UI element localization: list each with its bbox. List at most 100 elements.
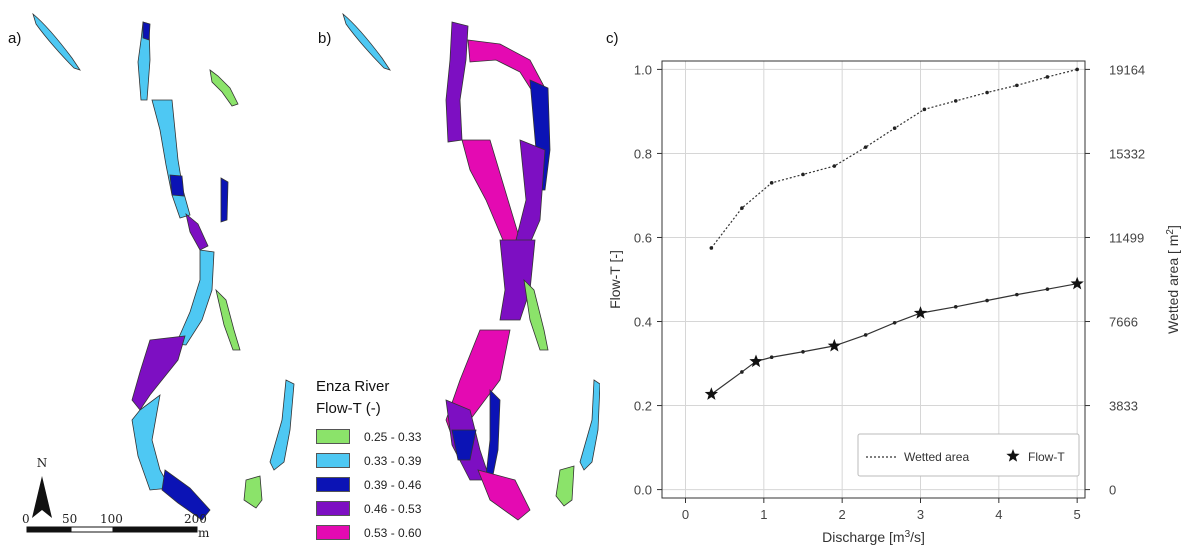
- data-point: [1015, 83, 1019, 88]
- y-axis-left-label: Flow-T [-]: [607, 250, 623, 309]
- legend-label: 0.39 - 0.46: [364, 477, 422, 492]
- flow-t-chart: 0 1 2 3 4 5 0.0 0 0.2 3833 0.4 7666 0.6 11499 0.8 15332…: [607, 60, 1182, 546]
- y2-tick-label: 11499: [1109, 230, 1144, 245]
- y2-tick-label: 19164: [1109, 62, 1145, 77]
- scale-label-50: 50: [62, 512, 78, 526]
- data-point: [863, 145, 868, 149]
- legend-title-line1: Enza River: [316, 378, 390, 395]
- data-point: [832, 164, 837, 168]
- y-tick-label: 0.4: [634, 315, 652, 330]
- panel-label-b: b): [318, 30, 332, 47]
- legend-label: 0.25 - 0.33: [364, 429, 422, 444]
- y-tick-label: 0.2: [634, 399, 652, 414]
- legend-label: 0.46 - 0.53: [364, 501, 422, 516]
- map-b-green-side: [523, 278, 549, 351]
- series-line-wetted-area: [710, 68, 1078, 249]
- legend-star-icon: [1006, 449, 1020, 462]
- x-axis-label: Discharge [m3/s]: [822, 529, 925, 546]
- legend-swatch: [316, 477, 350, 492]
- data-point: [769, 181, 774, 185]
- scale-unit: m: [198, 526, 210, 540]
- legend-label: 0.33 - 0.39: [364, 453, 422, 468]
- flow-t-star-marker: [913, 306, 928, 319]
- data-point: [953, 99, 958, 103]
- legend-label: 0.53 - 0.60: [364, 525, 422, 540]
- map-a-lower-dark: [161, 469, 211, 521]
- y2-tick-label: 7666: [1109, 315, 1138, 330]
- map-b-lower-right: [485, 389, 501, 481]
- legend-flowt-label: Flow-T: [1028, 450, 1065, 464]
- map-b-bottom: [477, 469, 531, 521]
- y-axis-right-label: Wetted area [ m2]: [1165, 225, 1182, 334]
- chart-ticks: 0 1 2 3 4 5 0.0 0 0.2 3833 0.4 7666 0.6 11499 0.8 15332…: [634, 62, 1145, 522]
- x-tick-label: 3: [917, 507, 924, 522]
- y-tick-label: 1.0: [634, 62, 652, 77]
- map-b-north-left: [445, 21, 469, 143]
- flow-t-star-marker: [749, 354, 763, 368]
- data-point: [1045, 287, 1050, 291]
- data-point: [769, 355, 774, 360]
- panel-label-a: a): [8, 30, 22, 47]
- flow-t-star-marker: [704, 387, 719, 400]
- scale-bar: [26, 526, 198, 533]
- map-a: [32, 12, 295, 521]
- map-a-lower-mix: [131, 335, 186, 411]
- legend-swatch: [316, 501, 350, 516]
- map-a-green-side: [215, 288, 241, 351]
- scale-label-100: 100: [100, 512, 123, 526]
- map-a-northern-tip: [142, 21, 151, 41]
- x-tick-label: 5: [1074, 507, 1081, 522]
- legend-row-1: 0.33 - 0.39: [316, 453, 421, 468]
- data-point: [801, 172, 805, 177]
- data-point: [892, 126, 897, 131]
- data-point: [892, 320, 897, 325]
- series-line-flow-t: [710, 283, 1078, 395]
- north-arrow: N: [22, 456, 62, 522]
- data-point: [740, 206, 744, 210]
- map-a-dark-reach-1: [169, 174, 185, 197]
- data-point: [985, 298, 989, 303]
- plot-frame: [661, 60, 1086, 499]
- map-b-green-se: [555, 465, 575, 507]
- flow-t-star-marker: [827, 338, 841, 352]
- x-tick-label: 0: [682, 507, 689, 522]
- panel-label-c: c): [606, 30, 619, 47]
- map-a-island-nw: [32, 12, 81, 71]
- legend-title-line2: Flow-T (-): [316, 400, 381, 417]
- legend-box: [857, 433, 1080, 477]
- scale-label-200: 200: [184, 512, 207, 526]
- legend-swatch: [316, 453, 350, 468]
- map-b-island-se: [579, 379, 600, 471]
- x-tick-label: 4: [995, 507, 1002, 522]
- data-point: [1045, 75, 1050, 79]
- data-point: [922, 107, 927, 112]
- y-tick-label: 0.6: [634, 230, 652, 245]
- data-point: [1015, 292, 1019, 297]
- data-point: [863, 333, 868, 337]
- map-b-center-band: [461, 139, 521, 246]
- data-point: [709, 246, 714, 250]
- legend-row-2: 0.39 - 0.46: [316, 477, 421, 492]
- y2-tick-label: 15332: [1109, 146, 1145, 161]
- data-point: [953, 305, 958, 309]
- map-legend: Enza River Flow-T (-) 0.25 - 0.33 0.33 - …: [316, 376, 421, 540]
- legend-row-0: 0.25 - 0.33: [316, 429, 421, 444]
- y2-tick-label: 3833: [1109, 399, 1138, 414]
- legend-swatch: [316, 429, 350, 444]
- north-label: N: [36, 456, 48, 470]
- legend-row-4: 0.53 - 0.60: [316, 525, 421, 540]
- map-a-purple-reach-1: [185, 212, 209, 251]
- y-tick-label: 0.8: [634, 146, 652, 161]
- chart-series: [704, 67, 1084, 400]
- chart-legend: Wetted area Flow-T: [857, 433, 1080, 477]
- map-a-green-island-ne: [209, 69, 239, 107]
- map-b-island-nw: [342, 12, 391, 71]
- north-arrow-icon: [32, 476, 52, 518]
- map-b-junction: [499, 239, 536, 321]
- data-point: [1075, 67, 1079, 72]
- flow-t-star-marker: [1070, 276, 1084, 290]
- legend-swatch: [316, 525, 350, 540]
- chart-grid: [662, 61, 1085, 498]
- map-a-main-channel-upper: [151, 99, 191, 219]
- x-tick-label: 2: [839, 507, 846, 522]
